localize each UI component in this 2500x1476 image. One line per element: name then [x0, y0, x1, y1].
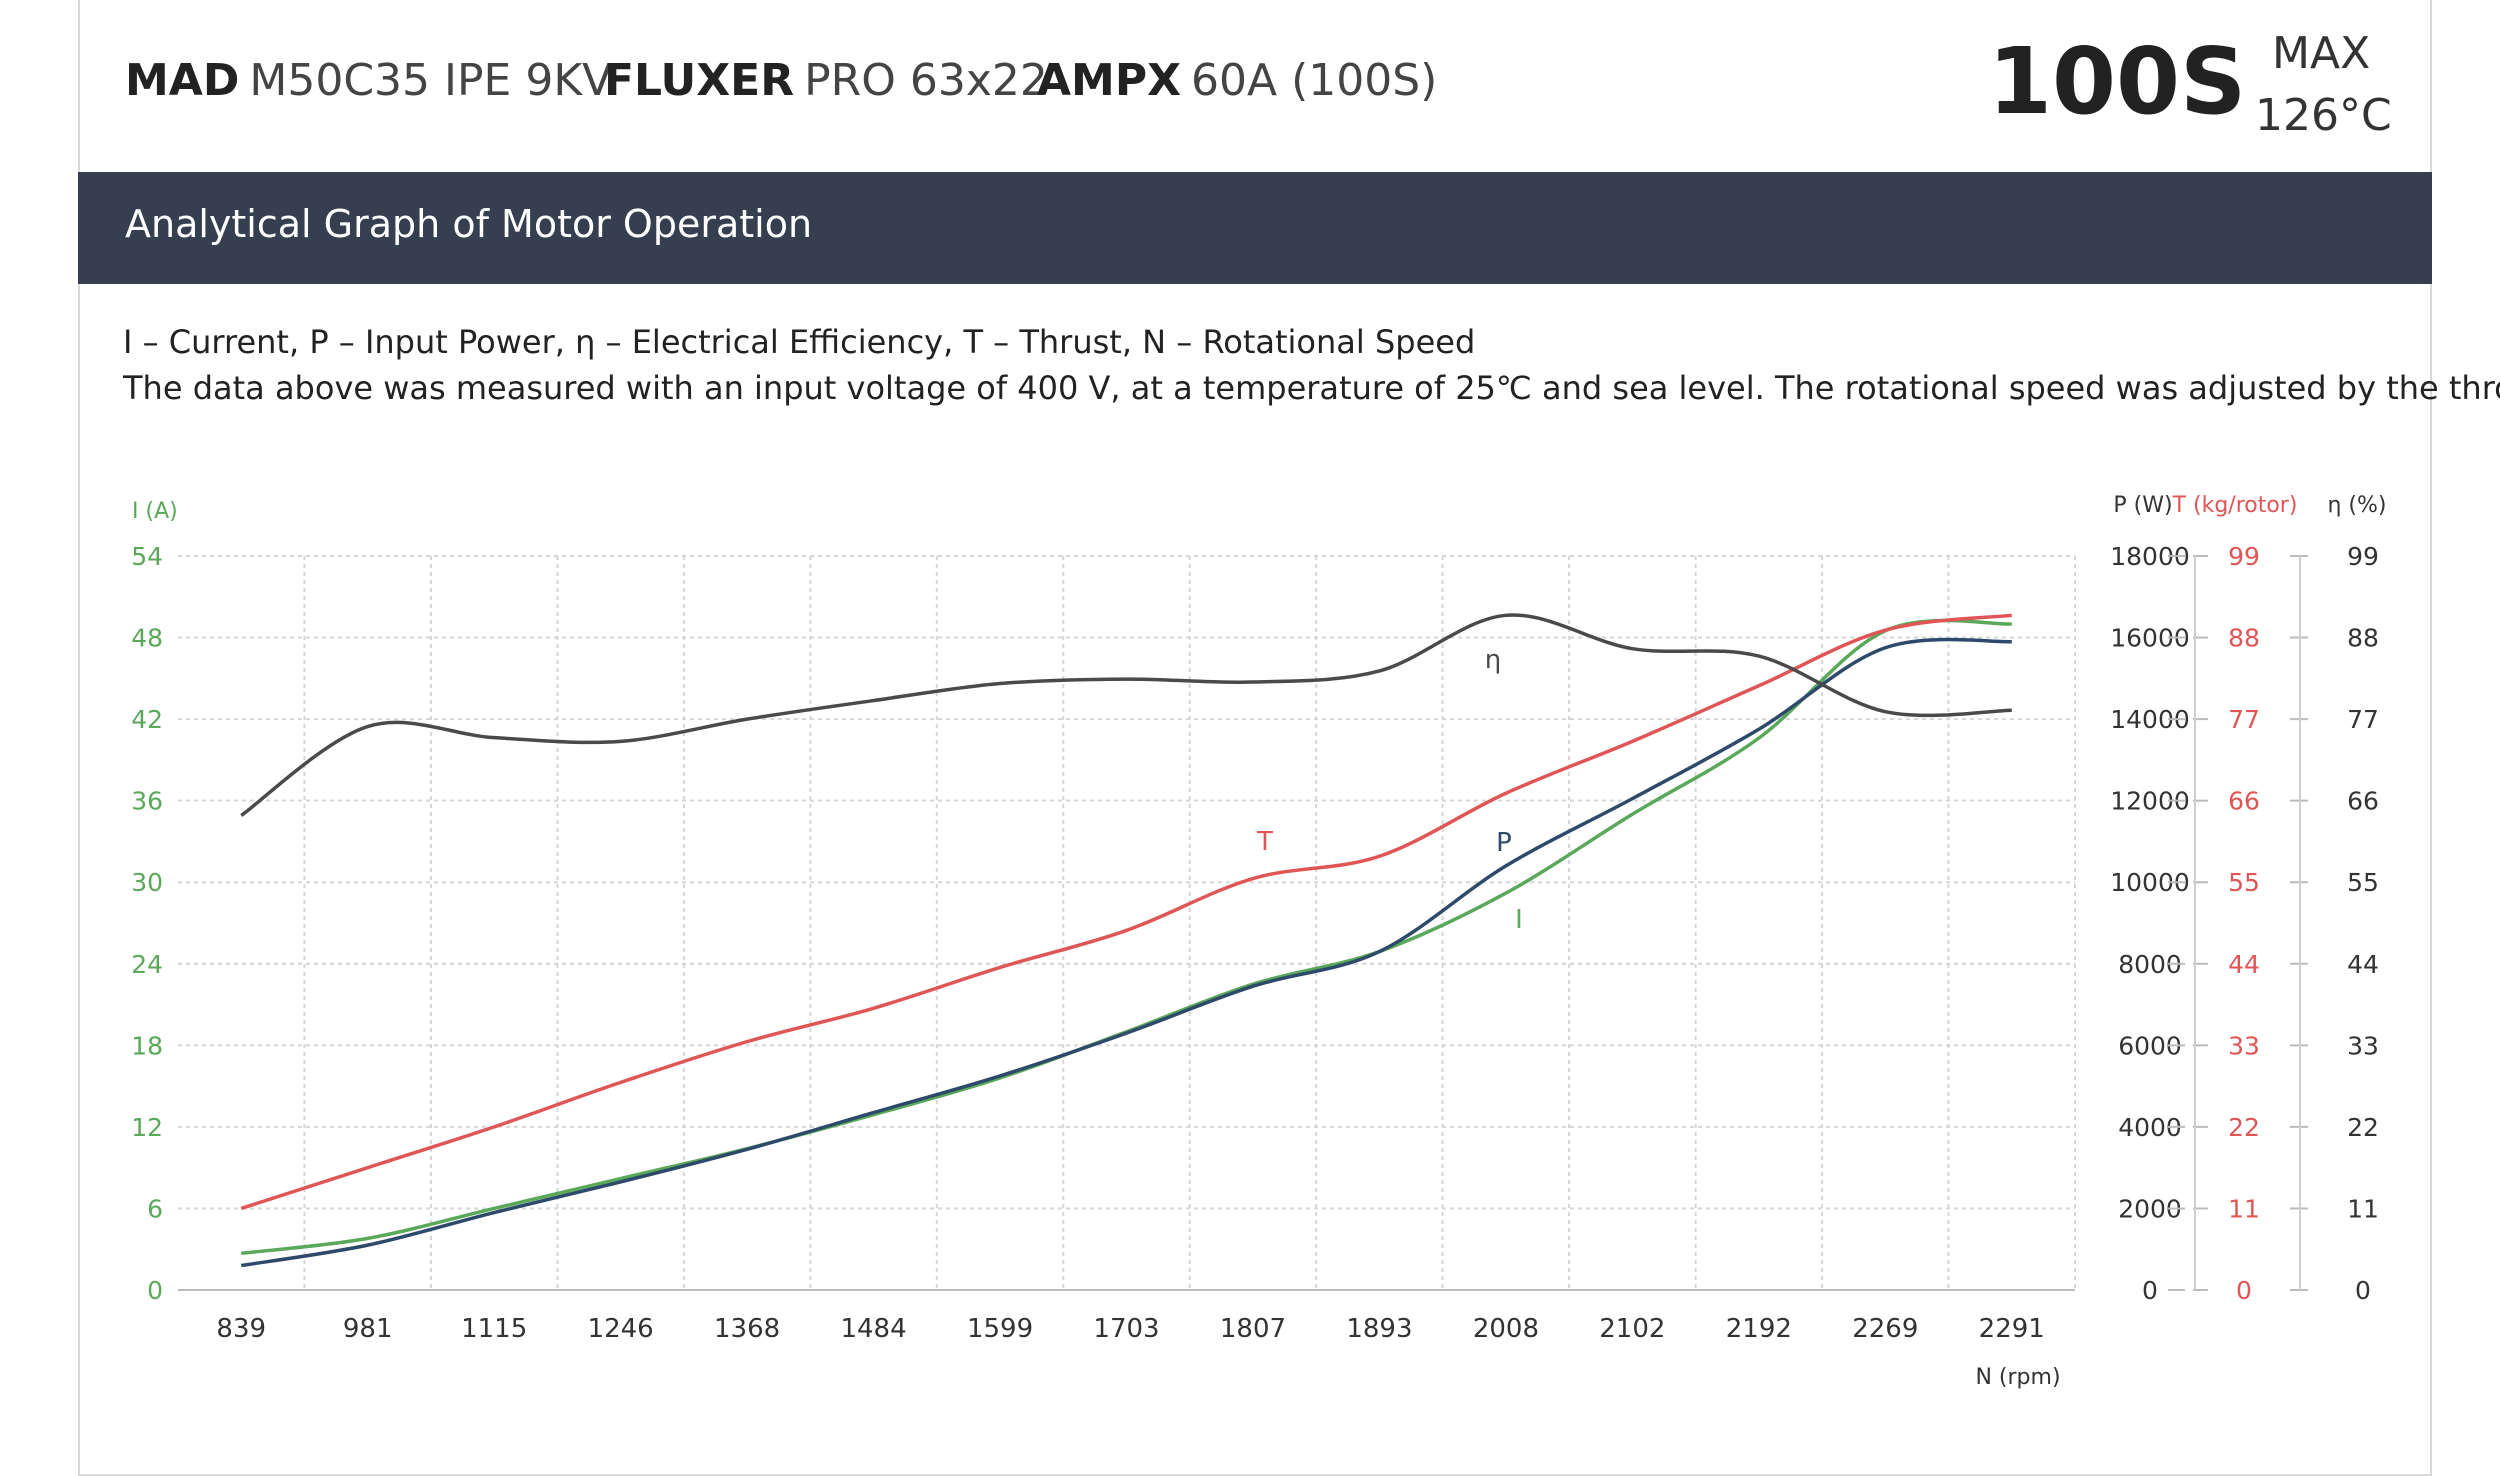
section-title: Analytical Graph of Motor Operation [125, 202, 813, 246]
prop-brand: FLUXER [604, 55, 795, 106]
current-tick-label: 12 [131, 1113, 163, 1142]
current-tick-label: 54 [131, 542, 163, 571]
current-tick-label: 24 [131, 950, 163, 979]
series-line-thrust [240, 613, 2012, 1211]
motor-brand: MAD [125, 55, 240, 106]
legend-note: I – Current, P – Input Power, η – Electr… [123, 323, 1476, 361]
series-line-power [240, 637, 2012, 1268]
current-tick-label: 6 [147, 1194, 163, 1223]
series-line-efficiency [240, 613, 2012, 817]
x-tick-label: 1703 [1093, 1314, 1159, 1344]
x-tick-label: 2008 [1473, 1314, 1539, 1344]
x-tick-label: 1484 [840, 1314, 906, 1344]
efficiency-tick-label: 22 [2347, 1113, 2379, 1142]
current-tick-label: 48 [131, 624, 163, 653]
esc-brand: AMPX [1037, 55, 1182, 106]
current-axis-label: I (A) [132, 499, 178, 524]
efficiency-tick-label: 11 [2347, 1194, 2379, 1223]
power-axis-label: P (W) [2113, 493, 2172, 518]
thrust-tick-label: 55 [2228, 868, 2260, 897]
max-temp: 126°C [2255, 90, 2392, 141]
current-tick-label: 30 [131, 868, 163, 897]
thrust-tick-label: 33 [2228, 1031, 2260, 1060]
series-label-thrust: T [1256, 827, 1273, 857]
thrust-tick-label: 44 [2228, 950, 2260, 979]
x-tick-label: 981 [343, 1314, 393, 1344]
current-tick-label: 42 [131, 705, 163, 734]
thrust-tick-label: 99 [2228, 542, 2260, 571]
efficiency-axis-label: η (%) [2327, 493, 2386, 518]
current-tick-label: 0 [147, 1276, 163, 1305]
thrust-tick-label: 66 [2228, 787, 2260, 816]
thrust-tick-label: 88 [2228, 624, 2260, 653]
efficiency-tick-label: 99 [2347, 542, 2379, 571]
current-tick-label: 36 [131, 787, 163, 816]
thrust-tick-label: 77 [2228, 705, 2260, 734]
thrust-tick-label: 0 [2236, 1276, 2252, 1305]
x-tick-label: 2291 [1979, 1314, 2045, 1344]
series-line-current [241, 618, 2012, 1256]
x-tick-label: 2269 [1852, 1314, 1918, 1344]
efficiency-tick-label: 0 [2355, 1276, 2371, 1305]
efficiency-tick-label: 77 [2347, 705, 2379, 734]
thrust-tick-label: 22 [2228, 1113, 2260, 1142]
efficiency-tick-label: 66 [2347, 787, 2379, 816]
efficiency-tick-label: 44 [2347, 950, 2379, 979]
x-tick-label: 1368 [714, 1314, 780, 1344]
x-tick-label: 1246 [588, 1314, 654, 1344]
efficiency-tick-label: 88 [2347, 624, 2379, 653]
x-tick-label: 2192 [1726, 1314, 1792, 1344]
conditions-note: The data above was measured with an inpu… [123, 369, 2500, 407]
esc-spec: AMPX 60A (100S) [1037, 55, 1437, 106]
prop-model: PRO 63x22 [804, 55, 1048, 106]
motor-spec: MAD M50C35 IPE 9KV [125, 55, 612, 106]
esc-model: 60A (100S) [1191, 55, 1438, 106]
voltage-badge: 100S [1988, 28, 2247, 135]
x-tick-label: 1893 [1346, 1314, 1412, 1344]
x-tick-label: 839 [216, 1314, 266, 1344]
x-tick-label: 2102 [1599, 1314, 1665, 1344]
efficiency-tick-label: 33 [2347, 1031, 2379, 1060]
section-header: Analytical Graph of Motor Operation [78, 172, 2432, 284]
prop-spec: FLUXER PRO 63x22 [604, 55, 1048, 106]
thrust-tick-label: 11 [2228, 1194, 2260, 1223]
series-label-current: I [1515, 905, 1523, 935]
motor-model: M50C35 IPE 9KV [249, 55, 613, 106]
efficiency-tick-label: 55 [2347, 868, 2379, 897]
series-label-efficiency: η [1485, 645, 1501, 675]
max-label: MAX [2272, 28, 2371, 79]
thrust-axis-label: T (kg/rotor) [2172, 493, 2298, 518]
x-tick-label: 1599 [967, 1314, 1033, 1344]
x-axis-label: N (rpm) [1975, 1365, 2060, 1390]
power-tick-label: 0 [2142, 1276, 2158, 1305]
series-label-power: P [1496, 828, 1512, 858]
x-tick-label: 1807 [1220, 1314, 1286, 1344]
info-card [78, 0, 2432, 1476]
x-tick-label: 1115 [461, 1314, 527, 1344]
current-tick-label: 18 [131, 1031, 163, 1060]
